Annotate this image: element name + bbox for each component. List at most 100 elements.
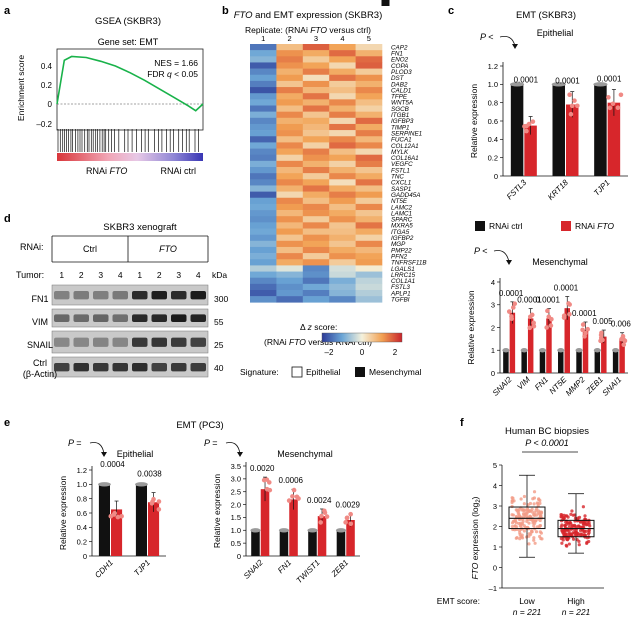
blot-band	[93, 363, 109, 372]
heatmap-cell	[250, 93, 277, 100]
heatmap-cell	[329, 154, 356, 162]
fto-point	[290, 494, 295, 499]
heatmap-cell	[276, 277, 304, 285]
gene-label: APLP1	[390, 290, 411, 297]
bar-ctrl	[336, 530, 346, 556]
biopsy-point	[525, 514, 529, 518]
y-tick-label: 0	[491, 369, 495, 378]
bar-ctrl	[308, 530, 317, 556]
heatmap-cell	[355, 93, 383, 100]
heatmap-cell	[302, 246, 330, 254]
heatmap-cell	[276, 265, 304, 272]
heatmap-cell	[355, 228, 383, 235]
skbr3-epi-subtitle: Epithelial	[537, 28, 574, 38]
bar-fto	[111, 509, 123, 556]
biopsy-point	[517, 509, 521, 513]
replicate-number: 3	[314, 34, 318, 43]
heatmap-cell	[250, 234, 277, 242]
heatmap-cell	[250, 210, 277, 217]
gene-tick-label: TJP1	[592, 178, 612, 198]
bar-fto	[317, 516, 327, 556]
blot-fto-label: FTO	[159, 244, 177, 254]
heatmap-cell	[355, 80, 383, 88]
heatmap-cell	[250, 99, 277, 106]
biopsy-point	[520, 522, 525, 526]
blot-band	[151, 291, 167, 300]
heatmap-cell	[276, 216, 304, 223]
y-axis-label: Relative expression	[466, 290, 476, 364]
p-value-label: 0.0001	[499, 289, 524, 298]
gene-label: COL1A1	[391, 278, 415, 285]
biopsy-point	[539, 536, 543, 541]
blot-ctrl-label: Ctrl	[83, 244, 97, 254]
biopsy-point	[523, 508, 527, 512]
y-tick-label: 4	[491, 278, 495, 287]
fto-point	[527, 314, 533, 320]
legend-fto-swatch	[561, 221, 571, 231]
blot-band	[171, 363, 187, 372]
heatmap-cell	[276, 136, 304, 143]
heatmap-cell	[355, 123, 383, 131]
tumor-number: 3	[98, 270, 103, 280]
heatmap-cell	[250, 62, 277, 69]
fto-point	[318, 520, 323, 525]
y-tick-label: –1	[489, 584, 497, 593]
gsea-ytick: 0.2	[41, 81, 53, 90]
tumor-number: 2	[157, 270, 162, 280]
bar-fto	[582, 329, 589, 373]
heatmap-cell	[302, 240, 330, 248]
bar-ctrl	[510, 84, 524, 176]
biopsy-point	[533, 541, 537, 545]
pc3-mes-p-arrow	[225, 442, 241, 455]
blot-band	[112, 337, 128, 347]
y-tick-label: 1.2	[488, 62, 498, 71]
heatmap-cell	[329, 123, 356, 131]
heatmap-cell	[276, 191, 304, 199]
blot-band	[93, 337, 109, 347]
biopsy-point	[510, 524, 514, 529]
heatmap-cell	[329, 228, 356, 235]
biopsy-point	[532, 536, 536, 540]
y-tick-label: 0.6	[488, 117, 498, 126]
blot-band	[151, 363, 167, 372]
fto-point	[119, 514, 124, 519]
heatmap-cell	[276, 68, 304, 76]
biopsy-point	[571, 537, 576, 541]
epithelial-swatch	[291, 366, 303, 378]
pc3-mes-p-label: P =	[204, 438, 217, 448]
fto-point	[286, 498, 292, 503]
blot-lanes	[51, 284, 209, 378]
heatmap-cell	[276, 160, 304, 168]
bc-biopsy-panel: Human BC biopsies P < 0.0001 –1 0 1 2 3 4 5 FT…	[437, 426, 604, 617]
bar-ctrl	[539, 350, 546, 373]
bar-fto	[524, 125, 537, 176]
y-tick-label: 0.4	[77, 523, 87, 532]
heatmap-cell	[276, 87, 304, 94]
biopsy-point	[566, 536, 570, 541]
pc3-panel: EMT (PC3) P = Epithelial 0 0.2 0.4 0.6 0.8 1.…	[58, 420, 361, 585]
heatmap-cell	[329, 74, 356, 82]
heatmap-cell	[250, 68, 277, 76]
biopsy-point	[532, 502, 536, 506]
gene-tick-label: FSTL3	[505, 178, 529, 202]
heatmap-cell	[250, 167, 277, 174]
heatmap-cell	[250, 87, 277, 94]
gene-label: TNC	[391, 174, 404, 181]
ctrl-points	[593, 348, 601, 353]
fto-point	[266, 480, 272, 485]
gene-tick-label: ZEB1	[329, 558, 350, 579]
ctrl-points	[520, 348, 528, 353]
heatmap-cell	[276, 246, 304, 254]
blot-size-40: 40	[214, 363, 224, 373]
gene-label: COL12A1	[391, 143, 419, 150]
heatmap-cell	[302, 105, 330, 112]
gsea-rank-colorbar	[57, 153, 203, 161]
blot-band	[73, 337, 89, 347]
zscore-tick: 0	[360, 348, 365, 357]
blot-band	[132, 291, 148, 300]
heatmap-cell	[355, 246, 383, 254]
heatmap-cell	[355, 240, 383, 248]
pc3-epi-subtitle: Epithelial	[117, 449, 154, 459]
ctrl-points	[557, 348, 565, 353]
blot-band	[171, 291, 187, 300]
